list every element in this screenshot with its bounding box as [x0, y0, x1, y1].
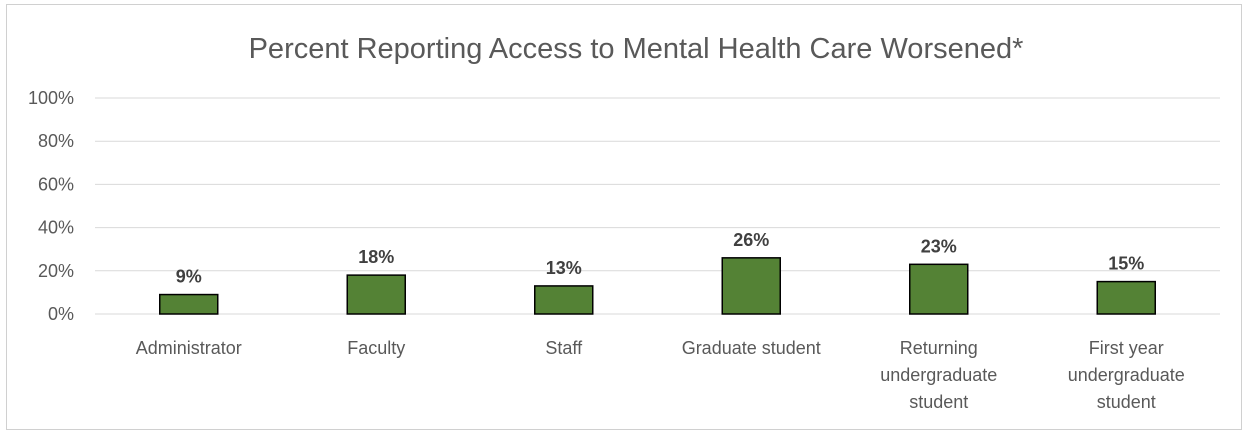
y-tick-label: 0% — [48, 304, 74, 324]
bar — [159, 293, 219, 315]
bars — [159, 257, 1156, 315]
bar — [909, 263, 969, 315]
bar — [346, 274, 406, 315]
bar — [1096, 280, 1156, 315]
chart-frame — [6, 4, 1242, 430]
y-tick-label: 40% — [38, 218, 74, 238]
data-label: 18% — [358, 247, 394, 267]
x-tick-label: Faculty — [347, 338, 405, 358]
x-tick-label: Graduate student — [682, 338, 821, 358]
data-label: 23% — [921, 236, 957, 256]
x-tick-label: Administrator — [136, 338, 242, 358]
y-tick-label: 100% — [28, 88, 74, 108]
y-tick-label: 20% — [38, 261, 74, 281]
chart-title: Percent Reporting Access to Mental Healt… — [249, 33, 1024, 65]
gridlines — [95, 97, 1220, 315]
y-tick-label: 80% — [38, 131, 74, 151]
data-label: 13% — [546, 258, 582, 278]
data-label: 15% — [1108, 254, 1144, 274]
x-axis: Administrator Faculty Staff Graduate studen… — [136, 338, 1185, 412]
data-label: 9% — [176, 267, 202, 287]
bar — [534, 285, 594, 315]
x-tick-label: First year undergraduate student — [1068, 338, 1185, 412]
x-tick-label: Returning undergraduate student — [880, 338, 997, 412]
y-axis: 0% 20% 40% 60% 80% 100% — [28, 88, 74, 324]
y-tick-label: 60% — [38, 174, 74, 194]
data-labels: 9% 18% 13% 26% 23% 15% — [176, 230, 1145, 287]
data-label: 26% — [733, 230, 769, 250]
bar — [721, 257, 781, 315]
x-tick-label: Staff — [545, 338, 583, 358]
